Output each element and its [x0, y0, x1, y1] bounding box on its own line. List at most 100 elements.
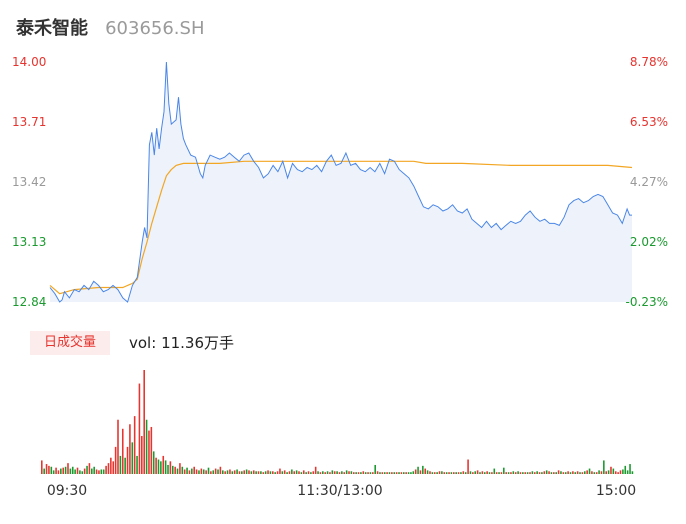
volume-bar	[117, 419, 119, 474]
volume-bar	[364, 472, 367, 474]
volume-bar	[445, 472, 448, 474]
volume-bar	[629, 464, 631, 474]
volume-bar	[250, 471, 253, 474]
volume-bar	[626, 470, 629, 474]
volume-bar	[167, 464, 169, 474]
volume-bar	[212, 470, 215, 474]
volume-bar	[417, 466, 419, 474]
volume-bar	[560, 471, 562, 474]
volume-bar	[298, 471, 300, 474]
volume-bar	[610, 466, 612, 474]
volume-bar	[283, 470, 286, 474]
volume-bar	[288, 471, 291, 474]
volume-label: vol:	[129, 334, 157, 352]
volume-bar	[324, 472, 326, 474]
volume-bar	[419, 470, 422, 474]
volume-bar	[593, 472, 596, 474]
volume-bar	[126, 446, 129, 474]
volume-bar	[136, 455, 138, 474]
volume-bar	[588, 468, 591, 474]
right-change-tick: 6.53%	[630, 115, 668, 129]
volume-bar	[376, 471, 379, 474]
volume-bar	[545, 470, 548, 474]
volume-bar	[329, 472, 331, 474]
volume-bar	[450, 472, 453, 474]
volume-bar	[291, 469, 293, 474]
volume-bar	[462, 471, 465, 474]
volume-bar	[174, 466, 176, 474]
volume-bar	[407, 472, 410, 474]
volume-bar	[443, 472, 446, 474]
stock-code: 603656.SH	[105, 18, 205, 39]
volume-bar	[300, 472, 303, 474]
left-price-tick: 14.00	[12, 55, 46, 69]
volume-bar	[360, 472, 362, 474]
volume-bar	[286, 472, 288, 474]
volume-bar	[71, 466, 74, 474]
volume-bar	[88, 463, 91, 474]
volume-bar	[395, 472, 398, 474]
volume-bar	[550, 472, 553, 474]
average-price-line	[49, 160, 633, 295]
volume-bar	[217, 469, 219, 474]
volume-bar	[398, 472, 400, 474]
volume-bar	[52, 470, 55, 474]
volume-bar	[312, 471, 315, 474]
volume-bar	[369, 472, 372, 474]
volume-bar	[43, 468, 45, 474]
volume-bar	[114, 446, 117, 474]
volume-bar	[352, 472, 355, 474]
left-price-tick: 13.71	[12, 115, 46, 129]
volume-bar	[569, 472, 572, 474]
volume-bar	[276, 471, 279, 474]
volume-bar	[186, 467, 188, 474]
volume-bar	[624, 465, 627, 474]
price-axis-left: 14.00 13.71 13.42 13.13 12.84	[12, 55, 46, 309]
volume-bar	[605, 471, 607, 474]
volume-bar	[222, 470, 224, 474]
volume-bar	[98, 470, 100, 474]
volume-bar	[262, 472, 265, 474]
volume-bar	[257, 471, 260, 474]
volume-bar	[236, 469, 238, 474]
volume-bar	[260, 471, 262, 474]
volume-bar	[138, 383, 141, 474]
volume-bar	[62, 467, 65, 474]
volume-bar	[562, 472, 565, 474]
volume-bar	[191, 468, 193, 474]
volume-bar	[233, 470, 236, 474]
volume-bar	[229, 469, 231, 474]
volume-bar	[483, 472, 486, 474]
volume-bar	[162, 455, 165, 474]
volume-bar	[100, 469, 103, 474]
volume-bar	[183, 469, 186, 474]
volume-bar	[533, 472, 536, 474]
volume-bar	[238, 471, 241, 474]
right-change-tick: 2.02%	[630, 235, 668, 249]
volume-bar	[188, 470, 191, 474]
volume-bar	[455, 472, 457, 474]
volume-bar	[517, 471, 519, 474]
volume-bar	[522, 472, 524, 474]
volume-bar	[548, 471, 550, 474]
volume-bar	[467, 459, 469, 474]
volume-bar	[152, 451, 155, 474]
volume-bar	[341, 471, 343, 474]
volume-bar	[531, 471, 534, 474]
volume-bar	[600, 471, 603, 474]
volume-bar	[595, 472, 598, 474]
time-tick: 11:30/13:00	[297, 483, 382, 499]
volume-bar	[48, 465, 50, 474]
volume-bar	[412, 471, 415, 474]
volume-bar	[81, 471, 84, 474]
volume-bar	[50, 466, 53, 474]
volume-bar	[319, 472, 322, 474]
volume-bar	[274, 472, 276, 474]
volume-bar	[91, 468, 93, 474]
volume-bar	[355, 472, 357, 474]
volume-bar	[207, 467, 210, 474]
volume-bar	[241, 471, 243, 474]
volume-bar	[119, 455, 122, 474]
volume-bar	[195, 469, 198, 474]
volume-bar	[148, 430, 150, 474]
